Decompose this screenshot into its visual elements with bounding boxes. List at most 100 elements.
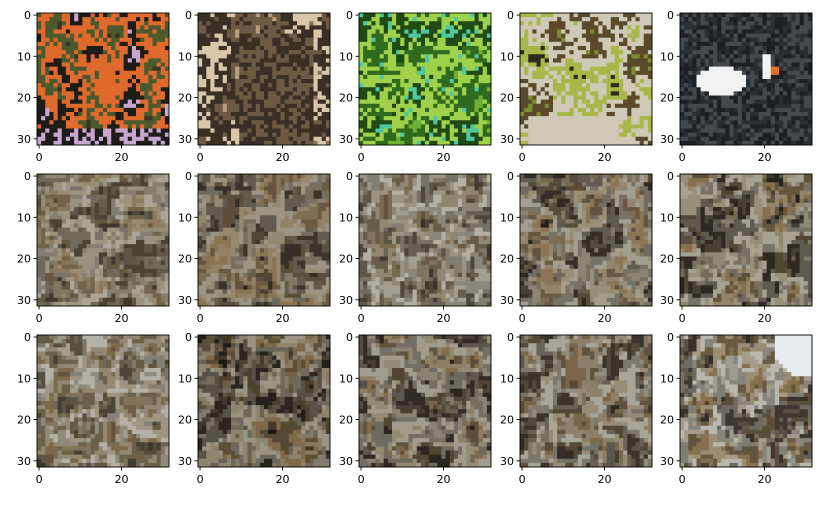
- y-tick-label: 0: [667, 331, 674, 344]
- image-pixels: [520, 174, 653, 307]
- image-pixels: [198, 13, 331, 146]
- y-tick-label: 10: [660, 372, 674, 385]
- x-tick-label: 0: [36, 151, 43, 164]
- image-pixels: [359, 335, 492, 468]
- y-tick-label: 20: [660, 414, 674, 427]
- x-tick-label: 0: [679, 473, 686, 486]
- axes-frame: [197, 173, 331, 307]
- image-panel-r2-c1: 0 10 20 30 0 20: [178, 331, 331, 486]
- x-tick-label: 0: [519, 473, 526, 486]
- image-pixels: [198, 174, 331, 307]
- y-tick-label: 10: [500, 50, 514, 63]
- y-tick-label: 10: [178, 211, 192, 224]
- image-panel-r1-c3: 0 10 20 30 0 20: [500, 170, 653, 325]
- y-tick-label: 0: [507, 331, 514, 344]
- image-panel-r0-c2: 0 10 20 30 0 20: [339, 9, 492, 164]
- y-tick-label: 30: [660, 133, 674, 146]
- x-tick-label: 20: [115, 312, 129, 325]
- x-tick-label: 20: [758, 312, 772, 325]
- image-pixels: [37, 335, 170, 468]
- x-tick-label: 0: [358, 473, 365, 486]
- image-pixels: [359, 13, 492, 146]
- y-tick-label: 0: [667, 170, 674, 183]
- y-tick-label: 10: [178, 50, 192, 63]
- y-tick-label: 0: [507, 170, 514, 183]
- y-tick-label: 0: [24, 331, 31, 344]
- x-tick-label: 20: [437, 312, 451, 325]
- y-tick-label: 30: [660, 455, 674, 468]
- y-tick-label: 20: [339, 414, 353, 427]
- y-tick-label: 30: [339, 294, 353, 307]
- y-tick-label: 30: [17, 455, 31, 468]
- y-tick-label: 20: [660, 253, 674, 266]
- axes-frame: [36, 173, 170, 307]
- x-tick-label: 20: [276, 151, 290, 164]
- image-panel-r1-c1: 0 10 20 30 0 20: [178, 170, 331, 325]
- x-tick-label: 0: [679, 151, 686, 164]
- x-tick-label: 0: [36, 312, 43, 325]
- y-tick-label: 10: [17, 211, 31, 224]
- y-tick-label: 10: [339, 372, 353, 385]
- image-panel-r2-c3: 0 10 20 30 0 20: [500, 331, 653, 486]
- x-tick-label: 20: [598, 473, 612, 486]
- y-tick-label: 0: [346, 9, 353, 22]
- image-panel-r0-c4: 0 10 20 30 0 20: [660, 9, 813, 164]
- x-tick-label: 0: [36, 473, 43, 486]
- image-panel-r0-c0: 0 10 20 30 0 20: [17, 9, 170, 164]
- image-pixels: [359, 174, 492, 307]
- y-tick-label: 10: [339, 211, 353, 224]
- y-tick-label: 30: [339, 455, 353, 468]
- image-panel-r1-c0: 0 10 20 30 0 20: [17, 170, 170, 325]
- x-tick-label: 20: [598, 312, 612, 325]
- axes-frame: [36, 334, 170, 468]
- y-tick-label: 0: [346, 331, 353, 344]
- image-panel-r1-c4: 0 10 20 30 0 20: [660, 170, 813, 325]
- image-pixels: [680, 174, 813, 307]
- y-tick-label: 10: [17, 372, 31, 385]
- y-tick-label: 10: [500, 372, 514, 385]
- y-tick-label: 20: [178, 253, 192, 266]
- image-panel-r2-c0: 0 10 20 30 0 20: [17, 331, 170, 486]
- image-panel-r2-c2: 0 10 20 30 0 20: [339, 331, 492, 486]
- y-tick-label: 10: [660, 50, 674, 63]
- y-tick-label: 20: [339, 92, 353, 105]
- image-pixels: [37, 13, 170, 146]
- axes-frame: [519, 334, 653, 468]
- y-tick-label: 20: [17, 253, 31, 266]
- x-tick-label: 20: [758, 151, 772, 164]
- axes-frame: [358, 334, 492, 468]
- x-tick-label: 0: [519, 312, 526, 325]
- y-tick-label: 30: [178, 455, 192, 468]
- axes-frame: [679, 12, 813, 146]
- x-tick-label: 20: [437, 151, 451, 164]
- y-tick-label: 20: [17, 414, 31, 427]
- y-tick-label: 0: [185, 170, 192, 183]
- image-pixels: [520, 335, 653, 468]
- y-tick-label: 20: [178, 92, 192, 105]
- y-tick-label: 30: [500, 294, 514, 307]
- y-tick-label: 0: [185, 331, 192, 344]
- x-tick-label: 20: [276, 312, 290, 325]
- axes-frame: [197, 12, 331, 146]
- y-tick-label: 0: [185, 9, 192, 22]
- x-tick-label: 20: [276, 473, 290, 486]
- axes-frame: [679, 334, 813, 468]
- x-tick-label: 20: [115, 151, 129, 164]
- image-pixels: [198, 335, 331, 468]
- x-tick-label: 0: [679, 312, 686, 325]
- x-tick-label: 20: [758, 473, 772, 486]
- y-tick-label: 30: [660, 294, 674, 307]
- y-tick-label: 20: [500, 253, 514, 266]
- y-tick-label: 30: [500, 455, 514, 468]
- image-pixels: [37, 174, 170, 307]
- y-tick-label: 30: [339, 133, 353, 146]
- image-panel-r0-c3: 0 10 20 30 0 20: [500, 9, 653, 164]
- y-tick-label: 20: [660, 92, 674, 105]
- y-tick-label: 10: [178, 372, 192, 385]
- y-tick-label: 20: [500, 414, 514, 427]
- x-tick-label: 20: [115, 473, 129, 486]
- axes-frame: [358, 12, 492, 146]
- y-tick-label: 0: [667, 9, 674, 22]
- y-tick-label: 0: [507, 9, 514, 22]
